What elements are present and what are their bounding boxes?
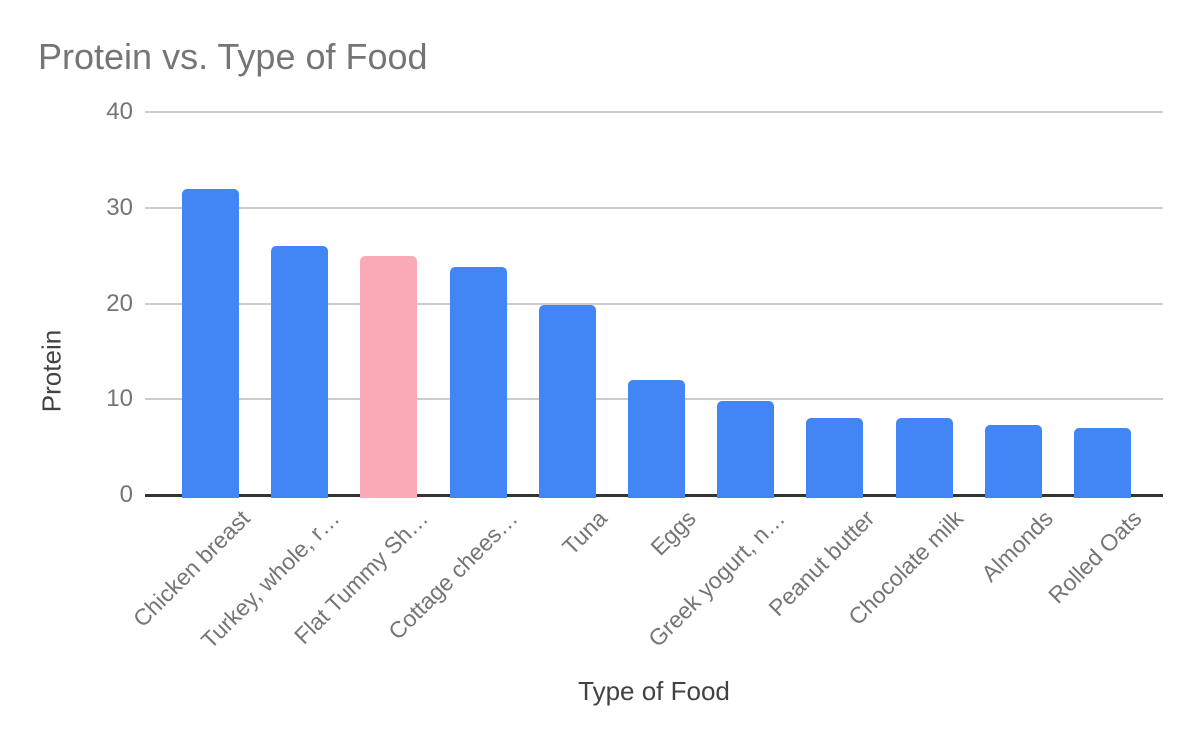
bar[interactable] (449, 267, 507, 498)
gridline (145, 206, 1163, 209)
bar[interactable] (806, 418, 864, 498)
y-tick-label: 10 (106, 385, 133, 413)
bar[interactable] (628, 380, 685, 498)
x-tick-label: Chocolate milk (843, 505, 969, 631)
gridline (145, 302, 1163, 305)
bar[interactable] (182, 188, 239, 498)
bar[interactable] (717, 401, 775, 498)
bar[interactable] (360, 255, 418, 498)
x-tick-label: Almonds (976, 505, 1058, 587)
x-axis-title: Type of Food (578, 676, 730, 706)
bar[interactable] (895, 418, 953, 498)
bar[interactable] (984, 425, 1042, 498)
x-tick-label: Chicken breast (128, 505, 255, 632)
x-tick-label: Eggs (645, 505, 701, 561)
x-tick-label: Greek yogurt, n… (643, 505, 791, 652)
y-axis-title: Protein (36, 329, 67, 413)
y-tick-label: 30 (106, 193, 133, 221)
gridline (145, 111, 1163, 113)
x-tick-label: Tuna (556, 505, 612, 560)
x-tick-label: Flat Tummy Sh… (289, 505, 434, 650)
bar[interactable] (271, 246, 329, 498)
bar[interactable] (538, 305, 596, 498)
y-tick-label: 20 (106, 289, 133, 317)
y-tick-label: 40 (106, 98, 133, 125)
x-tick-label: Cottage chees… (382, 505, 523, 645)
bar[interactable] (1074, 427, 1131, 498)
chart-title: Protein vs. Type of Food (38, 36, 428, 77)
x-tick-label: Turkey, whole, r… (195, 505, 345, 654)
x-tick-label: Peanut butter (763, 505, 880, 622)
y-tick-label: 0 (119, 481, 133, 508)
x-tick-label: Rolled Oats (1043, 505, 1147, 609)
